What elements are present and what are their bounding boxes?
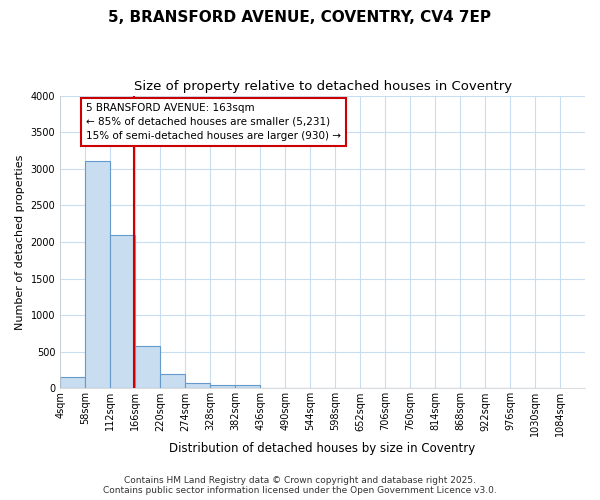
Bar	[210, 385, 235, 388]
Bar	[235, 386, 260, 388]
Bar	[135, 346, 160, 389]
Bar	[60, 378, 85, 388]
Bar	[85, 162, 110, 388]
Bar	[160, 374, 185, 388]
X-axis label: Distribution of detached houses by size in Coventry: Distribution of detached houses by size …	[169, 442, 476, 455]
Title: Size of property relative to detached houses in Coventry: Size of property relative to detached ho…	[134, 80, 512, 93]
Text: Contains HM Land Registry data © Crown copyright and database right 2025.
Contai: Contains HM Land Registry data © Crown c…	[103, 476, 497, 495]
Text: 5, BRANSFORD AVENUE, COVENTRY, CV4 7EP: 5, BRANSFORD AVENUE, COVENTRY, CV4 7EP	[109, 10, 491, 25]
Bar	[185, 384, 210, 388]
Text: 5 BRANSFORD AVENUE: 163sqm
← 85% of detached houses are smaller (5,231)
15% of s: 5 BRANSFORD AVENUE: 163sqm ← 85% of deta…	[86, 103, 341, 141]
Bar	[110, 234, 135, 388]
Y-axis label: Number of detached properties: Number of detached properties	[15, 154, 25, 330]
